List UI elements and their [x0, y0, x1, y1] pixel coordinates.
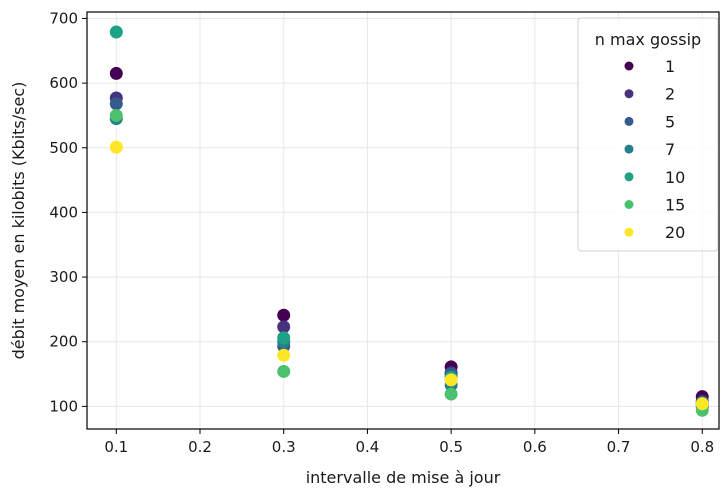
data-point-series-10: [109, 25, 123, 39]
x-tick-label: 0.3: [272, 438, 296, 456]
data-point-series-5: [109, 97, 123, 111]
plot-area-frame: [86, 11, 720, 430]
y-tick-label: 200: [49, 333, 78, 351]
legend-marker: [624, 144, 634, 154]
legend-title: n max gossip: [595, 30, 701, 49]
x-axis-label: intervalle de mise à jour: [306, 468, 501, 487]
y-axis-ticks: 100 200 300 400 500 600 700: [49, 9, 87, 415]
legend-marker: [624, 227, 634, 237]
data-point-series-20: [695, 397, 709, 411]
legend-label: 20: [665, 223, 685, 242]
x-tick-label: 0.7: [607, 438, 631, 456]
legend-label: 7: [665, 140, 675, 159]
legend-items: 1 2 5 7 10 15 20: [624, 57, 685, 242]
legend-marker: [624, 89, 634, 99]
y-tick-label: 600: [49, 74, 78, 92]
legend-frame: [577, 17, 719, 252]
data-point-series-2: [277, 320, 291, 334]
data-point-series-1: [277, 308, 291, 322]
y-tick-label: 400: [49, 203, 78, 221]
data-point-series-15: [444, 387, 458, 401]
legend-marker: [624, 61, 634, 71]
data-point-series-1: [109, 66, 123, 80]
x-tick-label: 0.1: [104, 438, 128, 456]
data-points: [109, 25, 709, 417]
y-axis-label: débit moyen en kilobits (Kbits/sec): [9, 82, 28, 360]
data-point-series-20: [444, 373, 458, 387]
legend-label: 15: [665, 196, 685, 215]
legend-marker: [624, 172, 634, 182]
x-tick-label: 0.4: [355, 438, 379, 456]
x-tick-label: 0.8: [690, 438, 714, 456]
data-point-series-20: [109, 140, 123, 154]
legend-label: 10: [665, 168, 685, 187]
x-axis-ticks: 0.1 0.2 0.3 0.4 0.5 0.6 0.7 0.8: [104, 429, 714, 456]
y-tick-label: 700: [49, 9, 78, 27]
legend-label: 1: [665, 57, 675, 76]
y-tick-label: 100: [49, 397, 78, 415]
y-tick-label: 500: [49, 139, 78, 157]
x-tick-label: 0.2: [188, 438, 212, 456]
legend-marker: [624, 116, 634, 126]
legend-label: 2: [665, 85, 675, 104]
data-point-series-15: [277, 364, 291, 378]
x-tick-label: 0.5: [439, 438, 463, 456]
legend: n max gossip 1 2 5 7 10 15 20: [577, 17, 719, 252]
legend-marker: [624, 200, 634, 209]
data-point-series-20: [277, 348, 291, 362]
data-point-series-10: [277, 331, 291, 345]
data-point-series-15: [109, 108, 123, 122]
y-tick-label: 300: [49, 268, 78, 286]
legend-label: 5: [665, 112, 675, 131]
x-tick-label: 0.6: [523, 438, 547, 456]
